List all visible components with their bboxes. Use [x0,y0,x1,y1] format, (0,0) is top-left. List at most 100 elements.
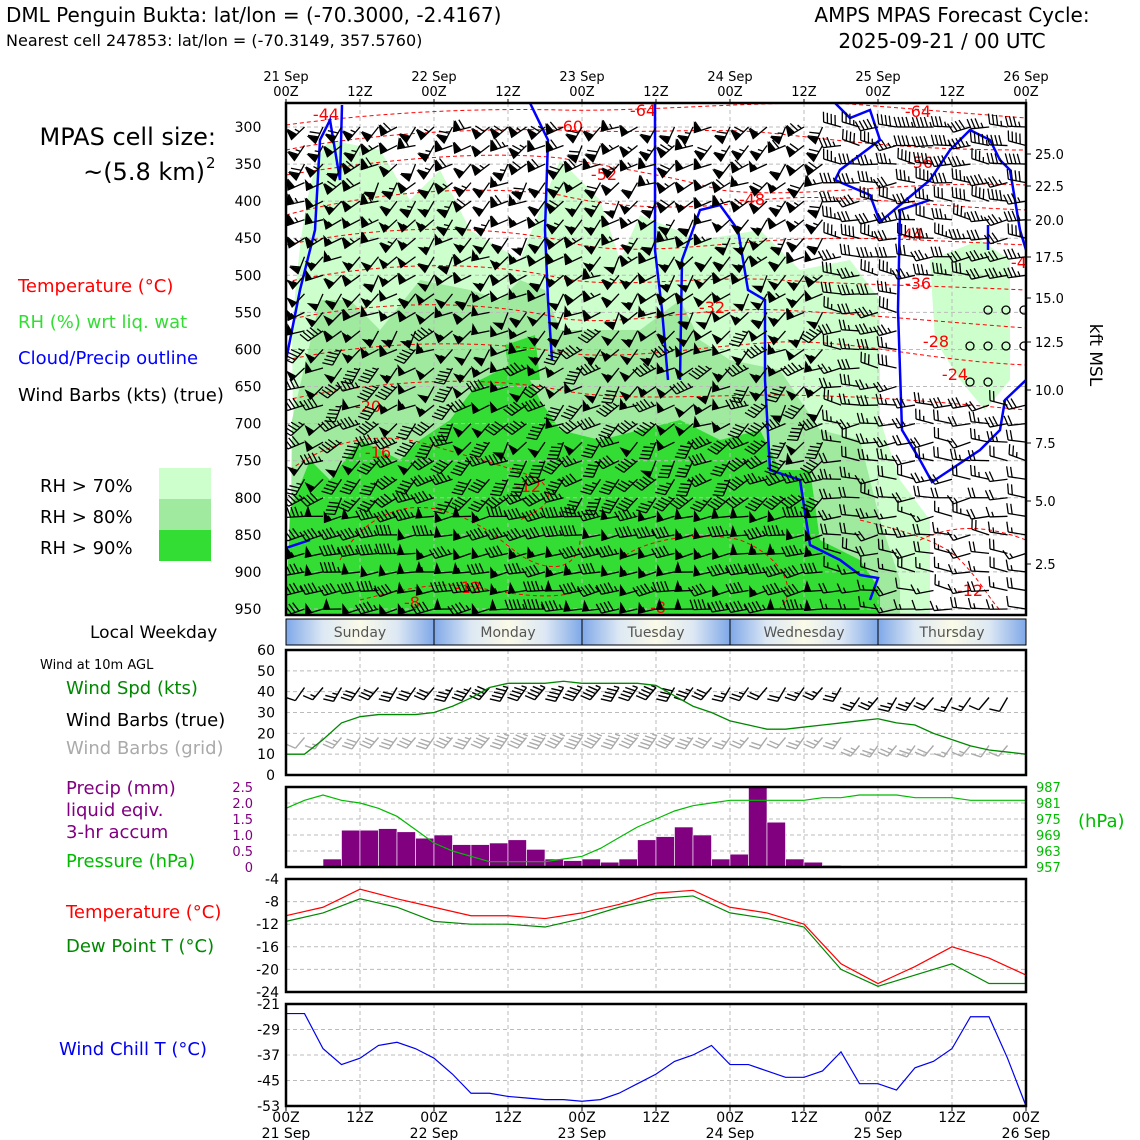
wind-barb [620,293,639,311]
bottom-axis-hour: 12Z [790,1110,817,1126]
wind-barb [378,237,398,254]
wind-barb [452,141,472,155]
wind-barb-true [951,697,972,712]
wind-barb [780,565,805,579]
wind-barb [947,397,971,409]
bottom-axis-date: 21 Sep [262,1126,311,1140]
wind-barb [508,272,527,285]
wind-barb [947,137,971,150]
wind-barb [304,163,324,178]
wind-barb [856,284,879,296]
wind-barb [603,312,620,331]
wind-barb [322,330,342,343]
wind-barb [544,199,564,215]
wind-barb [600,564,620,577]
wind-barb [304,197,324,210]
wind-barb [805,145,824,163]
wind-barb [817,363,842,375]
wind-barb [286,126,287,139]
wind-barb [452,163,472,179]
wind-barb-true [562,685,583,702]
wind-barb [563,563,583,576]
wind-barb [781,544,805,557]
wind-barb [637,329,657,342]
wind-barb [619,216,638,230]
wind-barb [928,474,953,485]
wind-tick-label: 60 [257,643,275,659]
precip-tick-label: 2.0 [232,797,253,812]
wind-barb [286,236,305,249]
wind-barb [452,386,472,399]
wind-barb [749,145,768,162]
wind-barb [286,274,305,290]
temperature-contour-label: -52 [591,165,617,184]
wind-barb [914,186,934,202]
wind-barb [657,256,676,274]
pressure-tick-label: 963 [1036,845,1061,860]
bottom-axis-date: 24 Sep [706,1126,755,1140]
wind-barb [893,599,916,610]
wind-barb [545,121,564,136]
wind-barb [803,580,823,593]
wind-barb [693,342,712,355]
wind-barb [415,341,435,355]
wind-barb [415,441,435,459]
wind-barb [286,274,287,292]
wind-barb [619,159,638,172]
wind-barb [712,163,731,180]
wind-barb [564,219,583,236]
wind-barb [596,402,620,418]
wind-barb [912,263,934,276]
wind-barb [342,145,361,163]
wind-barb [877,465,897,480]
wind-barb [732,237,750,256]
wind-barb [360,231,379,244]
wind-barb [652,496,675,512]
wind-barb [804,360,823,373]
wind-barb [357,385,380,402]
wind-barb [730,219,750,235]
wind-barb-true [545,685,565,703]
wind-barb [417,145,435,163]
wind-barb [541,506,564,519]
pressure-tick-label: 987 [1036,781,1061,796]
wind-barb [1006,483,1026,499]
wind-barb [434,158,453,172]
legend-pressure: Pressure (hPa) [66,851,195,872]
wind-barb [729,525,749,537]
wind-barb [577,508,601,522]
wind-barb [527,441,546,459]
wind-barb [286,497,287,512]
wind-barb [655,144,675,159]
wind-barb [875,486,897,499]
pressure-line [285,794,1026,863]
wind-barb [324,497,343,516]
wind-barb [396,562,416,575]
precip-bar [489,842,509,868]
wind-barb [433,367,454,385]
wind-barb [818,452,842,464]
wind-barb [761,417,786,432]
wind-barb [854,323,879,335]
wind-barb [724,435,749,450]
wind-barb [392,490,416,503]
wind-barb [860,351,879,369]
wind-barb-true [580,684,602,701]
wind-barb [470,125,490,140]
wind-barb [375,524,398,536]
legend-barbs: Wind Barbs (kts) (true) [18,385,224,406]
wind-barb [983,214,1008,227]
wind-barb [286,193,305,206]
wind-barb [748,255,768,268]
dewpoint-line [285,895,1026,987]
bottom-axis-hour: 00Z [272,1110,299,1126]
wind-barb [503,507,527,521]
wind-barb [674,345,694,358]
top-axis-date: 26 Sep [1003,70,1048,85]
wind-barb [546,441,565,460]
wind-barb [452,271,472,285]
wind-barb [693,274,712,290]
wind-barb [838,319,860,332]
wind-barb [929,155,953,168]
wind-barb [749,510,768,524]
